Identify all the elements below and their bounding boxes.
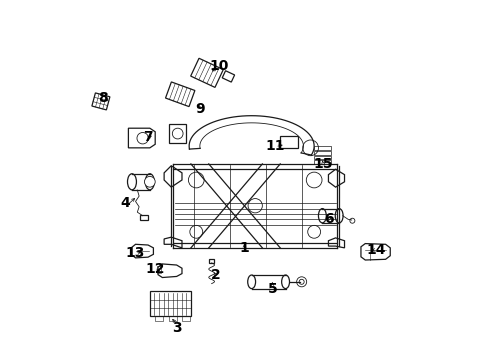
Bar (313, 147, 331, 150)
Ellipse shape (335, 208, 343, 223)
Circle shape (296, 277, 306, 287)
Circle shape (144, 176, 155, 187)
Ellipse shape (145, 174, 154, 190)
Bar (313, 160, 331, 164)
Text: 12: 12 (145, 262, 164, 276)
Text: 4: 4 (120, 196, 129, 210)
Bar (155, 316, 163, 321)
Text: 9: 9 (195, 102, 204, 116)
Ellipse shape (281, 275, 289, 289)
Bar (209, 259, 214, 263)
Text: 5: 5 (267, 282, 277, 296)
Bar (168, 316, 176, 321)
Text: 13: 13 (125, 246, 145, 260)
Text: 15: 15 (313, 157, 332, 171)
Text: 14: 14 (366, 243, 386, 257)
Bar (149, 292, 190, 316)
Text: 6: 6 (323, 212, 333, 226)
Text: 8: 8 (98, 91, 108, 105)
Text: 1: 1 (239, 241, 249, 255)
Text: 2: 2 (211, 268, 221, 282)
Text: 7: 7 (143, 130, 153, 144)
Bar (313, 156, 331, 159)
Bar (280, 136, 298, 148)
Bar (169, 123, 185, 143)
Bar (157, 266, 160, 273)
Bar (182, 316, 190, 321)
Text: 10: 10 (209, 59, 229, 73)
Bar (313, 151, 331, 155)
Text: 11: 11 (264, 139, 284, 153)
Text: 3: 3 (171, 321, 181, 335)
Bar (140, 215, 147, 220)
